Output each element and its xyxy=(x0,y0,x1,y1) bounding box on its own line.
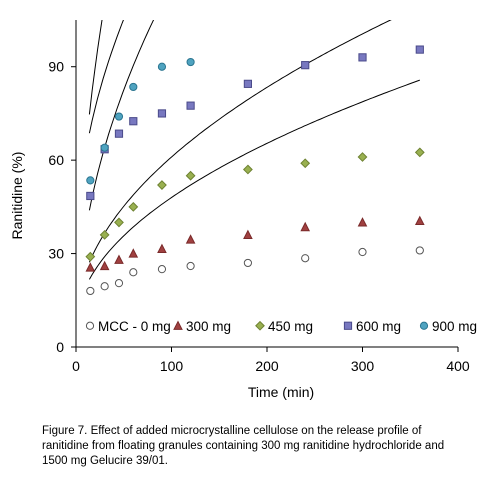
data-point-series-2 xyxy=(300,221,311,232)
data-point-series-1 xyxy=(100,282,109,291)
fit-curve-3 xyxy=(88,20,155,211)
legend-label-4: 600 mg xyxy=(356,319,401,334)
data-point-series-2 xyxy=(157,243,167,253)
data-point-series-4 xyxy=(129,117,138,126)
y-tick-label: 0 xyxy=(56,339,64,355)
figure-caption: Figure 7. Effect of added microcrystalli… xyxy=(42,425,445,467)
data-point-series-2 xyxy=(85,262,96,272)
y-tick-label: 60 xyxy=(48,152,64,168)
legend-marker-3 xyxy=(255,320,265,331)
data-point-series-1 xyxy=(358,247,367,257)
data-point-series-2 xyxy=(414,215,425,225)
legend-label-2: 300 mg xyxy=(186,319,231,334)
legend-marker-4 xyxy=(343,321,353,330)
data-point-series-4 xyxy=(243,79,253,88)
data-point-series-4 xyxy=(301,61,310,70)
fit-curve-5 xyxy=(88,20,103,115)
data-point-series-1 xyxy=(186,261,195,271)
x-tick-label: 100 xyxy=(160,358,184,374)
data-point-series-5 xyxy=(186,57,195,67)
data-point-series-4 xyxy=(114,129,124,138)
x-axis-label: Time (min) xyxy=(248,384,314,400)
data-point-series-1 xyxy=(114,279,124,288)
data-point-series-3 xyxy=(185,170,196,181)
legend-marker-5 xyxy=(419,321,429,330)
data-point-series-1 xyxy=(243,258,252,268)
y-tick-label: 90 xyxy=(48,59,64,75)
data-point-series-5 xyxy=(86,176,95,185)
x-tick-label: 200 xyxy=(255,358,279,374)
release-profile-chart: 0 100 200 300 400 0 30 60 90 Time (min) Ranitidine… xyxy=(9,20,477,400)
data-point-series-3 xyxy=(157,180,167,190)
fit-curve-2 xyxy=(88,20,392,263)
y-axis-label: Ranitidine (%) xyxy=(9,152,25,240)
legend-label-3: 450 mg xyxy=(268,319,313,334)
data-point-series-1 xyxy=(301,254,310,263)
x-tick-label: 300 xyxy=(351,358,375,374)
y-tick-label: 30 xyxy=(48,246,64,262)
data-point-series-5 xyxy=(129,82,138,92)
fit-curve-4 xyxy=(88,20,124,134)
data-point-series-3 xyxy=(128,201,139,212)
data-point-series-2 xyxy=(99,260,110,271)
data-point-series-4 xyxy=(415,45,424,54)
data-point-series-2 xyxy=(243,229,253,239)
data-point-series-4 xyxy=(157,109,167,118)
legend-marker-2 xyxy=(173,320,183,330)
fit-curve-1 xyxy=(88,79,420,280)
data-point-series-3 xyxy=(242,164,253,175)
x-tick-label: 400 xyxy=(446,358,470,374)
data-point-series-5 xyxy=(114,112,124,121)
data-point-series-5 xyxy=(100,143,109,152)
data-point-series-2 xyxy=(128,248,139,258)
data-point-series-3 xyxy=(99,229,110,240)
data-point-series-4 xyxy=(358,53,367,62)
data-point-series-1 xyxy=(86,286,95,296)
data-point-series-3 xyxy=(300,158,311,169)
data-point-series-3 xyxy=(414,147,425,158)
data-point-series-3 xyxy=(114,217,124,228)
x-tick-label: 0 xyxy=(72,358,80,374)
data-point-series-5 xyxy=(157,62,167,71)
data-point-series-2 xyxy=(114,254,124,264)
data-point-series-1 xyxy=(157,265,167,274)
data-point-series-4 xyxy=(186,101,195,110)
data-point-series-4 xyxy=(86,191,95,201)
legend-label-1: MCC - 0 mg xyxy=(98,319,171,334)
data-point-series-1 xyxy=(415,246,424,255)
data-point-series-2 xyxy=(185,234,196,244)
data-point-series-3 xyxy=(85,251,96,262)
legend-marker-1 xyxy=(85,321,95,330)
data-point-series-3 xyxy=(357,152,368,162)
data-point-series-2 xyxy=(357,217,368,227)
legend-label-5: 900 mg xyxy=(432,319,477,334)
data-point-series-1 xyxy=(129,268,138,277)
